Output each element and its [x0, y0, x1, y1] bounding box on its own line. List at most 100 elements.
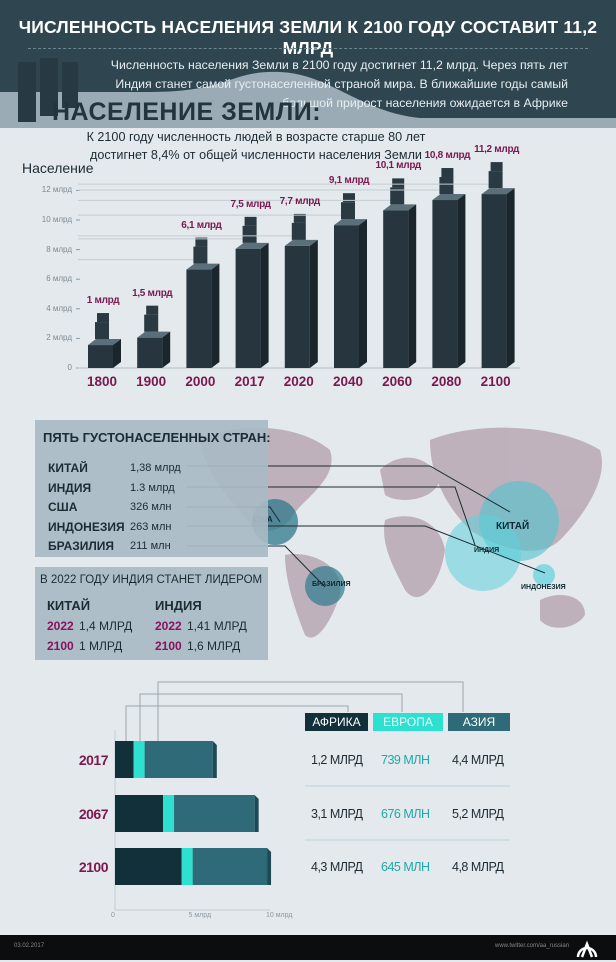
- bar: [235, 242, 269, 368]
- map-label-brazil: БРАЗИЛИЯ: [312, 581, 351, 588]
- leader-country: КИТАЙ: [47, 598, 91, 613]
- person-icon: [95, 313, 109, 340]
- leader-year: 2100: [155, 639, 182, 653]
- y-tick-label: 0: [67, 363, 72, 372]
- bar: [334, 219, 367, 368]
- india-circle: [445, 515, 521, 591]
- country-name: США: [48, 500, 78, 514]
- connector-line: [125, 705, 349, 742]
- bar: [186, 263, 220, 368]
- map-label-china: КИТАЙ: [496, 521, 530, 532]
- countries-panel: [35, 420, 268, 557]
- country-name: БРАЗИЛИЯ: [48, 539, 115, 553]
- aa-logo: [576, 938, 598, 962]
- leader-panel: [35, 567, 268, 660]
- bar-segment-0: [115, 795, 164, 832]
- bar-value-label: 1 млрд: [86, 295, 120, 307]
- aa-logo-icon: [576, 940, 598, 958]
- bar-edge: [254, 795, 259, 832]
- indonesia-circle: [533, 564, 555, 586]
- footer: 03.02.2017 www.twitter.com/aa_russian: [0, 935, 616, 960]
- countries-title: ПЯТЬ ГУСТОНАСЕЛЕННЫХ СТРАН:: [43, 430, 271, 445]
- region-value: 4,4 МЛРД: [452, 753, 504, 767]
- map-label-indonesia: ИНДОНЕЗИЯ: [521, 584, 566, 591]
- person-icon: [242, 216, 257, 243]
- bar: [432, 194, 466, 368]
- header-band: [0, 0, 616, 135]
- brazil-circle: [305, 566, 345, 606]
- leader-year: 2022: [47, 619, 74, 633]
- leader-value: 1,41 МЛРД: [187, 619, 247, 633]
- y-tick-label: 8 млрд: [46, 244, 72, 254]
- leader-year: 2022: [155, 619, 182, 633]
- bar-value-label: 10,8 млрд: [424, 150, 471, 162]
- legend-asia: АЗИЯ: [448, 713, 510, 731]
- x-tick-label: 1800: [86, 374, 118, 389]
- bar-segment-2: [192, 848, 268, 885]
- section-title: НАСЕЛЕНИЕ ЗЕМЛИ:: [52, 98, 322, 126]
- bar-edge: [212, 741, 217, 778]
- x-tick-label: 0: [111, 912, 115, 919]
- leader-country: ИНДИЯ: [155, 598, 202, 613]
- y-axis-label: Население: [22, 160, 94, 176]
- leader-value: 1 МЛРД: [79, 639, 123, 653]
- x-tick-label: 2040: [332, 374, 364, 389]
- bar-segment-2: [144, 741, 213, 778]
- leader-value: 1,4 МЛРД: [79, 619, 133, 633]
- bar-segment-2: [174, 795, 255, 832]
- y-tick-label: 10 млрд: [41, 215, 72, 224]
- people-icon: [18, 58, 78, 122]
- bar-value-label: 10,1 млрд: [375, 160, 421, 172]
- country-name: ИНДИЯ: [48, 480, 92, 495]
- region-value: 4,8 МЛРД: [452, 860, 504, 874]
- region-value: 3,1 МЛРД: [311, 807, 363, 821]
- bar-value-label: 7,5 млрд: [230, 198, 271, 210]
- footer-twitter-link[interactable]: www.twitter.com/aa_russian: [495, 943, 570, 949]
- bar-segment-0: [115, 741, 134, 778]
- region-value: 1,2 МЛРД: [311, 753, 363, 767]
- x-tick-label: 2080: [431, 374, 462, 389]
- year-label: 2067: [78, 806, 109, 822]
- y-tick-label: 2 млрд: [46, 333, 72, 343]
- country-population: 326 млн: [130, 501, 172, 513]
- region-value: 4,3 МЛРД: [311, 860, 363, 874]
- country-population: 263 млн: [130, 520, 172, 533]
- regional-bar-chart: [114, 681, 510, 911]
- person-icon: [488, 162, 503, 189]
- legend-africa: АФРИКА: [305, 713, 368, 731]
- bar-segment-1: [181, 848, 193, 885]
- map-label-india: ИНДИЯ: [474, 547, 500, 554]
- y-tick-label: 4 млрд: [46, 303, 72, 313]
- region-value: 5,2 МЛРД: [452, 807, 504, 821]
- leader-value: 1,6 МЛРД: [187, 639, 241, 653]
- person-icon: [390, 178, 405, 205]
- bar-segment-1: [133, 741, 145, 778]
- bar-segment-1: [163, 795, 175, 832]
- person-icon: [144, 305, 159, 332]
- x-tick-label: 2100: [480, 374, 511, 389]
- country-population: 1,38 млрд: [130, 462, 181, 474]
- y-tick-label: 6 млрд: [46, 274, 72, 284]
- x-tick-label: 2020: [283, 374, 314, 389]
- bar: [137, 331, 171, 368]
- bar-edge: [267, 848, 272, 885]
- population-bar-chart: [76, 162, 520, 369]
- footer-date: 03.02.2017: [14, 943, 45, 949]
- header-wave: [0, 58, 616, 135]
- country-circles: [252, 481, 559, 606]
- chart-note: К 2100 году численность людей в возрасте…: [86, 130, 426, 162]
- bar-value-label: 1,5 млрд: [132, 287, 173, 299]
- bar-value-label: 6,1 млрд: [181, 219, 222, 231]
- person-icon: [439, 168, 454, 195]
- bar-value-label: 9,1 млрд: [328, 175, 370, 187]
- divider: [28, 48, 588, 49]
- bar: [383, 204, 417, 368]
- year-label: 2017: [78, 752, 109, 768]
- bar: [88, 339, 121, 368]
- y-tick-label: 12 млрд: [41, 185, 72, 195]
- person-icon: [193, 237, 208, 264]
- country-population: 1.3 млрд: [130, 481, 175, 494]
- x-tick-label: 2000: [185, 374, 216, 389]
- x-tick-label: 10 млрд: [266, 912, 293, 919]
- country-name: ИНДОНЕЗИЯ: [48, 519, 125, 534]
